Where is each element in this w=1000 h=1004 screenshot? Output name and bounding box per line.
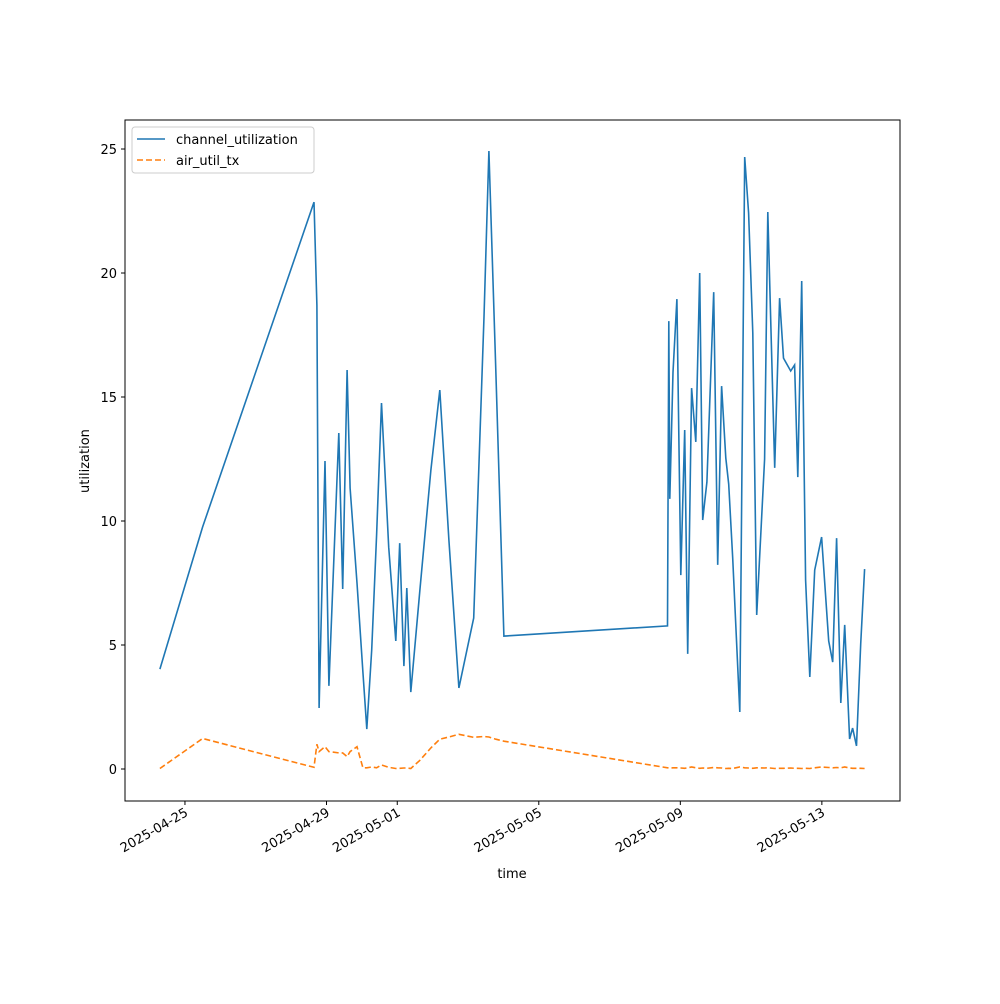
plot-frame [124,119,901,802]
y-tick-label: 20 [100,267,117,282]
x-tick-label: 2025-05-01 [330,805,403,856]
x-tick-label: 2025-05-09 [613,805,686,856]
x-tick-label: 2025-04-25 [118,805,191,856]
legend-box [131,126,315,174]
y-tick-label: 5 [109,639,117,654]
legend-label: air_util_tx [176,154,240,169]
series-line [159,150,866,747]
legend-label: channel_utilization [176,133,298,148]
y-tick-label: 10 [100,515,117,530]
y-axis-label: utilization [78,429,93,493]
y-tick-label: 25 [100,143,117,158]
x-tick-label: 2025-05-13 [755,805,828,856]
x-tick-label: 2025-04-29 [260,805,333,856]
y-tick-label: 15 [100,391,117,406]
x-axis-label: time [497,867,526,882]
x-tick-label: 2025-05-05 [472,805,545,856]
y-tick-label: 0 [109,763,117,778]
series-line [159,733,865,770]
